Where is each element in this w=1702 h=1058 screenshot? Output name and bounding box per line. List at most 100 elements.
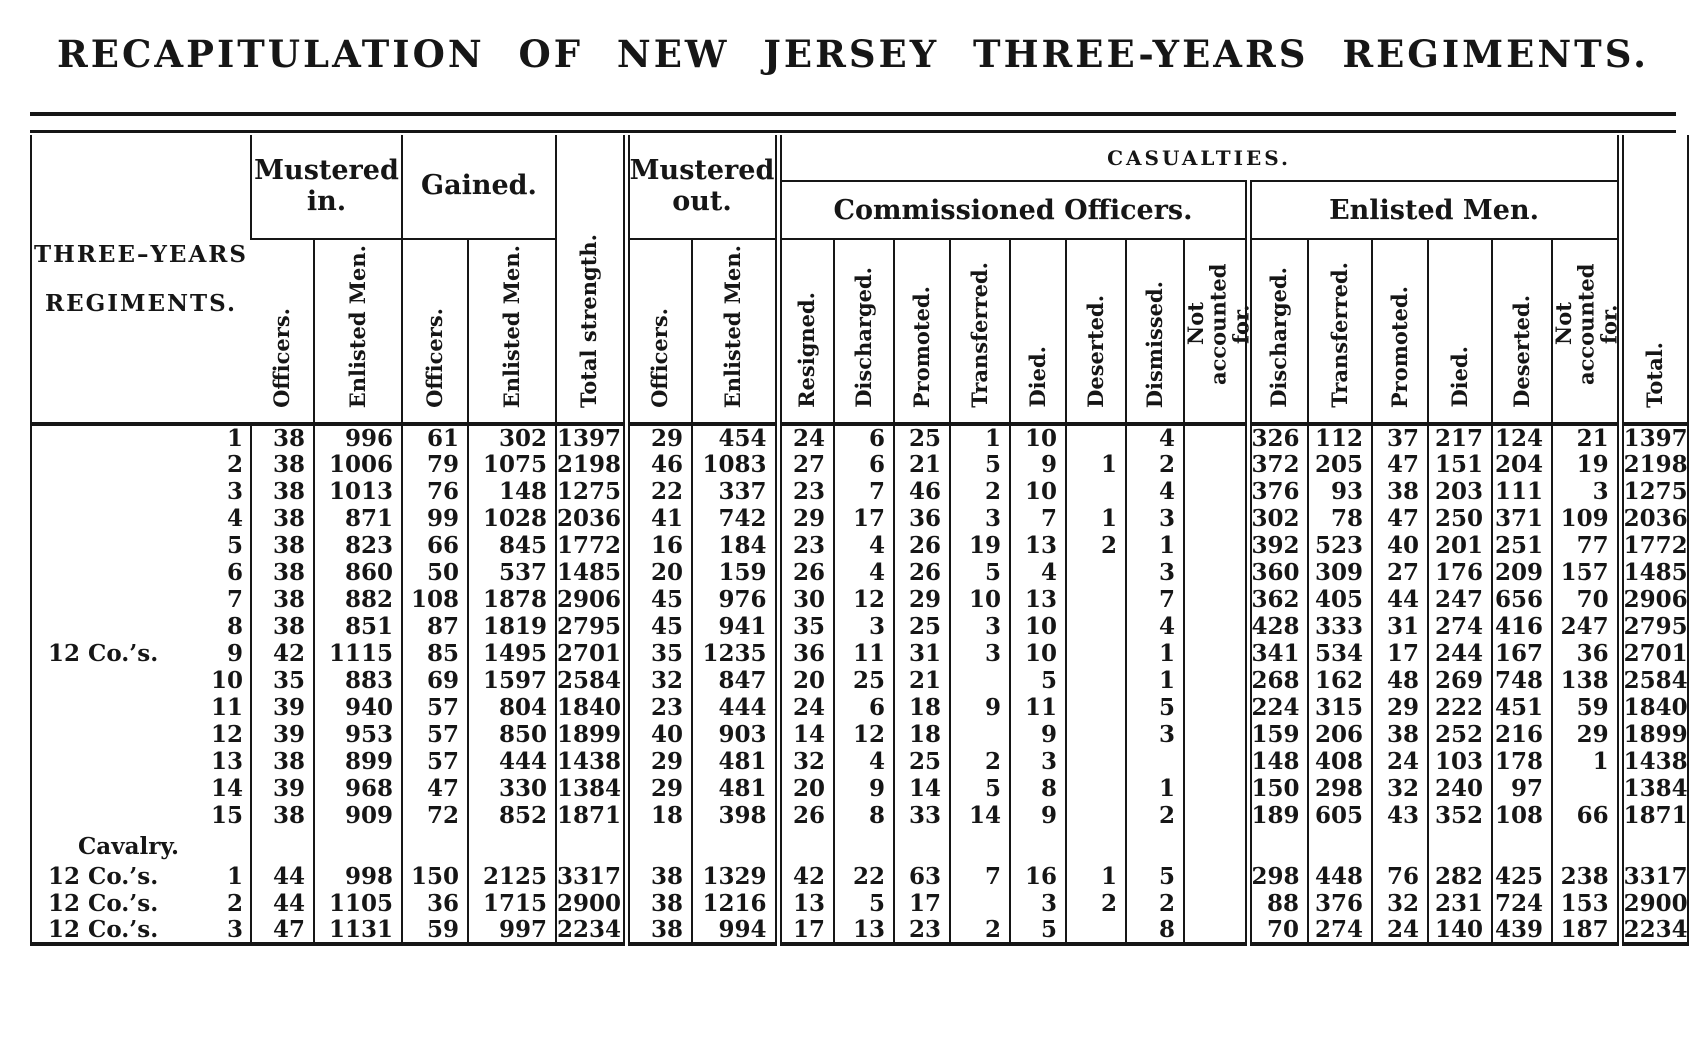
- value-cell: [1125, 829, 1184, 863]
- value-cell: 38: [1371, 721, 1428, 748]
- value-cell: [1065, 586, 1126, 613]
- table-row: 2 38 1006 79 1075 2198 46 1083 27 6 21 5 9 1 2 372 205 47…: [31, 451, 1689, 478]
- value-cell: 16: [622, 532, 692, 559]
- value-cell: 18: [622, 802, 692, 829]
- value-cell: 112: [1307, 424, 1372, 451]
- value-cell: 38: [622, 890, 692, 917]
- value-cell: [1183, 863, 1248, 890]
- value-cell: 203: [1427, 478, 1492, 505]
- value-cell: 247: [1427, 586, 1492, 613]
- table-row: 5 38 823 66 845 1772 16 184 23 4 26 19 13 2 1 392 523 40 2…: [31, 532, 1689, 559]
- value-cell: 66: [1550, 802, 1621, 829]
- value-cell: 1: [1065, 451, 1126, 478]
- value-cell: 23: [774, 532, 834, 559]
- regiment-group-label: Cavalry.: [78, 832, 180, 860]
- value-cell: 268: [1244, 667, 1308, 694]
- value-cell: [1065, 802, 1126, 829]
- value-cell: 3317: [1616, 863, 1689, 890]
- value-cell: [1427, 829, 1492, 863]
- regiment-number: 1: [226, 425, 243, 452]
- group-header-casualties: CASUALTIES.: [774, 135, 1621, 182]
- value-cell: 47: [250, 917, 314, 944]
- value-cell: 941: [691, 613, 778, 640]
- value-cell: 35: [250, 667, 314, 694]
- value-cell: 850: [467, 721, 556, 748]
- value-cell: 50: [401, 559, 468, 586]
- value-cell: 1: [1065, 505, 1126, 532]
- value-cell: 13: [774, 890, 834, 917]
- group-header-gained: Gained.: [401, 135, 556, 240]
- value-cell: 103: [1427, 748, 1492, 775]
- value-cell: 209: [1491, 559, 1552, 586]
- value-cell: 748: [1491, 667, 1552, 694]
- value-cell: 29: [622, 424, 692, 451]
- value-cell: 1871: [555, 802, 626, 829]
- value-cell: 1131: [313, 917, 402, 944]
- value-cell: 26: [774, 559, 834, 586]
- regiment-number: 11: [210, 694, 243, 721]
- value-cell: 3: [949, 640, 1010, 667]
- value-cell: 157: [1550, 559, 1621, 586]
- regiment-label-cell: 12: [31, 721, 251, 748]
- value-cell: [1009, 829, 1066, 863]
- value-cell: 1013: [313, 478, 402, 505]
- value-cell: [1183, 586, 1248, 613]
- value-cell: 1485: [555, 559, 626, 586]
- value-cell: 25: [893, 424, 950, 451]
- value-cell: [1065, 424, 1126, 451]
- value-cell: 57: [401, 694, 468, 721]
- table-row: 3 38 1013 76 148 1275 22 337 23 7 46 2 10 4 376 93 38 203…: [31, 478, 1689, 505]
- value-cell: 252: [1427, 721, 1492, 748]
- value-cell: [949, 667, 1010, 694]
- value-cell: 537: [467, 559, 556, 586]
- total-strength-label: Total strength.: [576, 234, 602, 408]
- value-cell: 189: [1244, 802, 1308, 829]
- col-header-mustered-out-enlisted-men: Enlisted Men.: [691, 239, 778, 424]
- value-cell: [1183, 532, 1248, 559]
- regiment-number: 2: [226, 890, 243, 917]
- value-cell: 250: [1427, 505, 1492, 532]
- value-cell: 997: [467, 917, 556, 944]
- value-cell: 38: [250, 802, 314, 829]
- value-cell: 852: [467, 802, 556, 829]
- value-cell: 38: [622, 917, 692, 944]
- value-cell: 1438: [555, 748, 626, 775]
- value-cell: 2: [1065, 532, 1126, 559]
- value-cell: 1485: [1616, 559, 1689, 586]
- value-cell: 274: [1307, 917, 1372, 944]
- value-cell: 148: [1244, 748, 1308, 775]
- value-cell: 1: [1125, 775, 1184, 802]
- value-cell: [1183, 694, 1248, 721]
- value-cell: 9: [1009, 451, 1066, 478]
- value-cell: 76: [401, 478, 468, 505]
- value-cell: 3: [949, 613, 1010, 640]
- regiment-group-label: 12 Co.’s.: [48, 916, 159, 943]
- value-cell: [1065, 559, 1126, 586]
- col-header-mustered-in-enlisted-men: Enlisted Men.: [313, 239, 402, 424]
- value-cell: 21: [893, 451, 950, 478]
- value-cell: 201: [1427, 532, 1492, 559]
- value-cell: 909: [313, 802, 402, 829]
- regiment-number: 13: [210, 748, 243, 775]
- value-cell: 4: [833, 532, 894, 559]
- value-cell: 5: [1009, 917, 1066, 944]
- value-cell: 8: [1009, 775, 1066, 802]
- value-cell: 244: [1427, 640, 1492, 667]
- value-cell: 444: [691, 694, 778, 721]
- value-cell: 481: [691, 748, 778, 775]
- value-cell: 2906: [1616, 586, 1689, 613]
- page-title: RECAPITULATION OF NEW JERSEY THREE-YEARS…: [57, 32, 1649, 76]
- group-header-mustered-in: Mustered in.: [250, 135, 402, 240]
- total-label: Total.: [1642, 342, 1667, 408]
- value-cell: 187: [1550, 917, 1621, 944]
- value-cell: 97: [1491, 775, 1552, 802]
- header-row-groups: THREE–YEARS REGIMENTS. Mustered in. Gain…: [31, 135, 1689, 424]
- regiment-number: 4: [226, 505, 243, 532]
- value-cell: [1183, 802, 1248, 829]
- regiment-number: 10: [210, 667, 243, 694]
- table-row: 12 39 953 57 850 1899 40 903 14 12 18 9 3 159 206 38 252…: [31, 721, 1689, 748]
- value-cell: 2234: [1616, 917, 1689, 944]
- regiment-number: 12: [210, 721, 243, 748]
- value-cell: 14: [774, 721, 834, 748]
- value-cell: 10: [1009, 424, 1066, 451]
